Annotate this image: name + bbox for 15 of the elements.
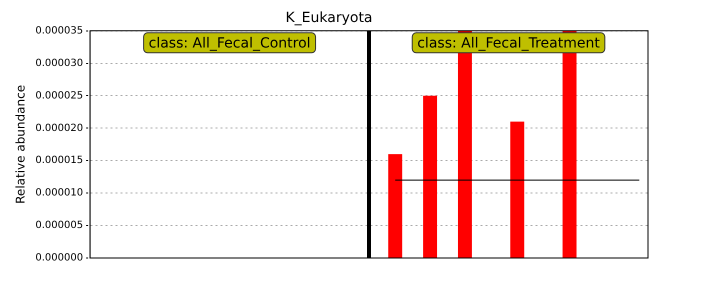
- y-tick-label: 0.000000: [35, 252, 84, 264]
- annotation: class: All_Fecal_Control: [148, 35, 311, 52]
- y-tick-label: 0.000020: [35, 122, 84, 134]
- annotation: class: All_Fecal_Treatment: [417, 35, 600, 52]
- y-tick-label: 0.000030: [35, 58, 84, 69]
- bar: [388, 154, 402, 258]
- chart-title: K_Eukaryota: [285, 10, 373, 26]
- y-tick-label: 0.000035: [35, 25, 84, 36]
- y-tick-label: 0.000010: [35, 188, 84, 199]
- y-tick-label: 0.000015: [35, 155, 84, 166]
- bar: [423, 96, 438, 258]
- y-tick-label: 0.000025: [35, 90, 84, 102]
- bar: [510, 122, 524, 258]
- y-tick-label: 0.000005: [35, 220, 84, 232]
- y-axis-title: Relative abundance: [13, 84, 28, 204]
